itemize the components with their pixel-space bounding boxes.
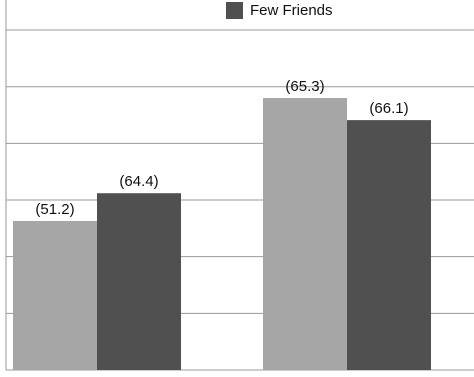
bar (263, 98, 347, 370)
bar-annotation: (64.4) (119, 173, 158, 190)
legend-label: Few Friends (250, 2, 333, 19)
legend-swatch (226, 2, 243, 19)
bar (13, 220, 97, 370)
bar-annotation: (51.2) (35, 201, 74, 218)
bar (97, 193, 181, 370)
bar-annotation: (66.1) (369, 100, 408, 117)
bar-annotation: (65.3) (285, 78, 324, 95)
bar (347, 120, 431, 370)
